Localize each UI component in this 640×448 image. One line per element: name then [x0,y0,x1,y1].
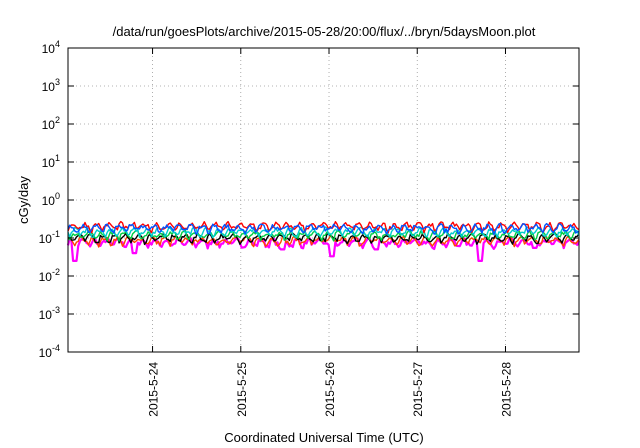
y-tick-label: 103 [42,77,60,94]
y-tick-label: 10-2 [39,267,60,284]
x-tick-label: 2015-5-27 [411,362,425,417]
series-layer [66,220,581,262]
y-tick-labels: 10-4 10-3 10-2 10-1 100 101 102 103 104 [39,39,60,360]
x-tick-label: 2015-5-25 [235,362,249,417]
grid [68,48,579,352]
y-tick-label: 100 [42,191,60,208]
y-tick-label: 104 [42,39,60,56]
y-tick-label: 10-4 [39,343,60,360]
y-tick-label: 10-1 [39,229,60,246]
ticks [68,47,579,353]
x-tick-labels: 2015-5-24 2015-5-25 2015-5-26 2015-5-27 2015… [147,362,514,417]
x-axis-label: Coordinated Universal Time (UTC) [224,430,423,445]
y-tick-label: 10-3 [39,305,60,322]
x-tick-label: 2015-5-28 [499,362,513,417]
x-tick-label: 2015-5-24 [147,362,161,417]
series-line [67,232,580,246]
series-line [66,236,581,262]
y-tick-label: 102 [42,115,60,132]
x-tick-label: 2015-5-26 [323,362,337,417]
y-axis-label: cGy/day [16,176,31,224]
chart-title: /data/run/goesPlots/archive/2015-05-28/2… [113,24,536,39]
series-line [67,234,580,248]
y-tick-label: 101 [42,153,60,170]
series-line [67,222,580,236]
